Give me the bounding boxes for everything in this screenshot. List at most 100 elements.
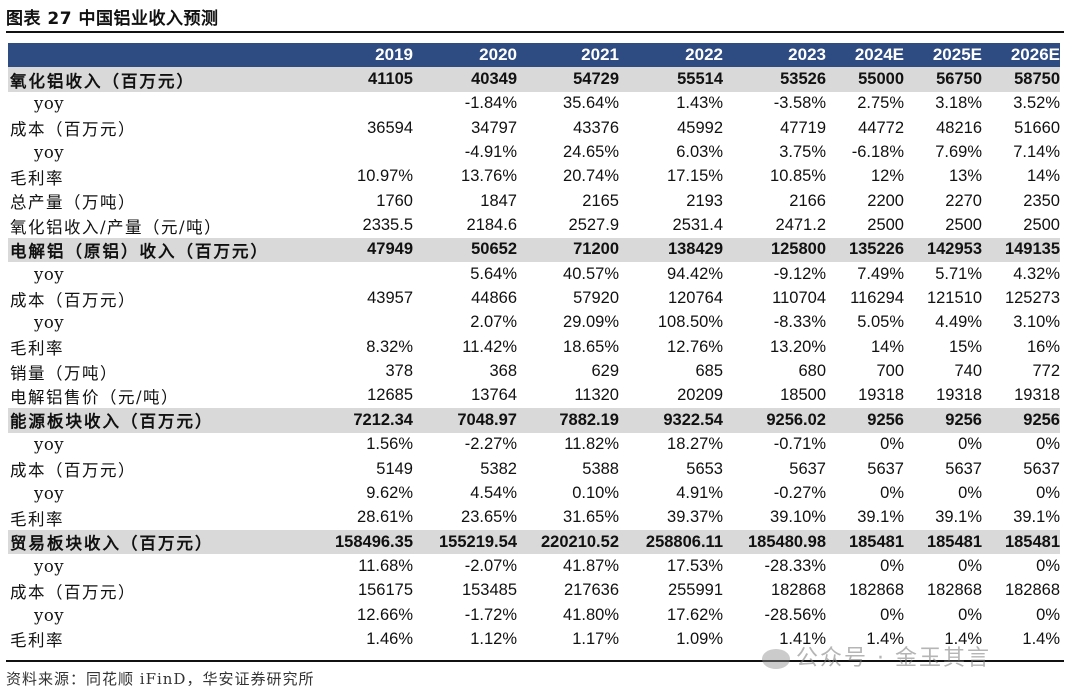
- table-cell: 29.09%: [563, 313, 619, 332]
- row-label: yoy: [34, 264, 65, 284]
- table-row: yoy 9.62% 4.54% 0.10% 4.91% -0.27% 0% 0% 0%: [8, 481, 1060, 505]
- table-cell: 55514: [619, 67, 723, 92]
- table-cell: 7.49%: [857, 264, 904, 283]
- row-label: 毛利率: [10, 509, 64, 529]
- table-cell: 39.10%: [770, 508, 826, 527]
- table-cell: 2471.2: [775, 216, 826, 235]
- table-row: 电解铝售价（元/吨） 12685 13764 11320 20209 18500 19318…: [8, 384, 1060, 408]
- table-cell: [263, 92, 413, 116]
- table-cell: 53526: [723, 67, 826, 92]
- table-cell: 2165: [582, 191, 619, 210]
- table-cell: 15%: [948, 337, 982, 356]
- table-cell: 5.64%: [470, 264, 517, 283]
- table-row: 毛利率 1.46% 1.12% 1.17% 1.09% 1.41% 1.4% 1.4% 1.4%: [8, 627, 1060, 651]
- table-cell: 0%: [880, 483, 904, 502]
- table-cell: 1.56%: [366, 435, 413, 454]
- table-row: 销量（万吨） 378 368 629 685 680 700 740 772: [8, 359, 1060, 383]
- table-cell: -4.91%: [464, 143, 517, 162]
- table-cell: 182868: [926, 581, 982, 600]
- table-cell: 740: [954, 362, 982, 381]
- table-cell: 9.62%: [366, 483, 413, 502]
- table-cell: [263, 311, 413, 335]
- table-cell: 368: [489, 362, 517, 381]
- table-cell: 36594: [367, 118, 413, 137]
- table-cell: 35.64%: [563, 94, 619, 113]
- row-label: yoy: [34, 435, 65, 455]
- table-cell: 7.69%: [935, 143, 982, 162]
- table-cell: 1847: [480, 191, 517, 210]
- table-cell: 255991: [667, 581, 723, 600]
- table-cell: 258806.11: [619, 529, 723, 555]
- table-cell: 41.80%: [563, 605, 619, 624]
- table-row: 成本（百万元） 5149 5382 5388 5653 5637 5637 5637 5637: [8, 457, 1060, 481]
- table-cell: 17.15%: [667, 167, 723, 186]
- table-cell: 2200: [867, 191, 904, 210]
- watermark-text: 公众号 · 金玉其言: [796, 646, 991, 671]
- table-cell: 5637: [867, 459, 904, 478]
- header-cell: [8, 43, 263, 68]
- table-row: yoy -4.91% 24.65% 6.03% 3.75% -6.18% 7.69% 7.14…: [8, 140, 1060, 164]
- table-row: 成本（百万元） 43957 44866 57920 120764 110704 116294…: [8, 286, 1060, 310]
- table-cell: 629: [591, 362, 619, 381]
- bottom-rule: [6, 660, 1064, 662]
- table-cell: 3.75%: [779, 143, 826, 162]
- row-label: 能源板块收入（百万元）: [8, 408, 263, 433]
- table-cell: 9256: [826, 408, 904, 433]
- table-cell: 9256: [904, 408, 982, 433]
- table-cell: 138429: [619, 237, 723, 263]
- table-cell: [263, 140, 413, 164]
- table-cell: 772: [1032, 362, 1060, 381]
- table-cell: 125800: [723, 237, 826, 263]
- table-cell: 680: [798, 362, 826, 381]
- table-cell: 1.09%: [676, 629, 723, 648]
- table-cell: 39.1%: [935, 508, 982, 527]
- table-cell: 10.85%: [770, 167, 826, 186]
- forecast-table: 2019 2020 2021 2022 2023 2024E 2025E 202…: [8, 43, 1060, 652]
- table-cell: 0%: [1036, 483, 1060, 502]
- row-label: 成本（百万元）: [10, 582, 136, 602]
- section-row: 电解铝（原铝）收入（百万元） 47949 50652 71200 138429 12580…: [8, 237, 1060, 263]
- table-cell: 685: [695, 362, 723, 381]
- table-cell: 39.1%: [1013, 508, 1060, 527]
- table-cell: 2500: [867, 216, 904, 235]
- table-cell: 14%: [1026, 167, 1060, 186]
- table-cell: 2.07%: [470, 313, 517, 332]
- row-label: 氧化铝收入/产量（元/吨）: [10, 217, 223, 237]
- table-cell: 0%: [958, 605, 982, 624]
- table-cell: 4.54%: [470, 483, 517, 502]
- table-cell: 2166: [789, 191, 826, 210]
- header-cell: 2020: [413, 43, 517, 68]
- table-cell: 2193: [686, 191, 723, 210]
- section-row: 氧化铝收入（百万元） 41105 40349 54729 55514 53526 55000…: [8, 67, 1060, 92]
- table-cell: 23.65%: [461, 508, 517, 527]
- watermark: 公众号 · 金玉其言: [762, 640, 991, 672]
- table-cell: 5.05%: [857, 313, 904, 332]
- table-cell: 125273: [1004, 289, 1060, 308]
- table-cell: -3.58%: [773, 94, 826, 113]
- table-row: yoy 12.66% -1.72% 41.80% 17.62% -28.56% 0% 0% 0%: [8, 603, 1060, 627]
- table-cell: 2270: [945, 191, 982, 210]
- table-cell: 0%: [1036, 556, 1060, 575]
- table-cell: 185480.98: [723, 529, 826, 555]
- table-cell: 13.20%: [770, 337, 826, 356]
- table-cell: 8.32%: [366, 337, 413, 356]
- table-row: 毛利率 28.61% 23.65% 31.65% 39.37% 39.10% 39.1% 39…: [8, 506, 1060, 530]
- table-cell: 58750: [982, 67, 1060, 92]
- table-cell: 2335.5: [362, 216, 413, 235]
- section-row: 能源板块收入（百万元） 7212.34 7048.97 7882.19 9322.54 9…: [8, 408, 1060, 433]
- table-cell: -6.18%: [851, 143, 904, 162]
- table-cell: 2350: [1023, 191, 1060, 210]
- table-cell: 12.76%: [667, 337, 723, 356]
- source-note: 资料来源：同花顺 iFinD，华安证券研究所: [6, 670, 315, 688]
- table-cell: 4.91%: [676, 483, 723, 502]
- table-row: yoy 5.64% 40.57% 94.42% -9.12% 7.49% 5.71% 4.32…: [8, 262, 1060, 286]
- table-cell: 9322.54: [619, 408, 723, 433]
- table-cell: 5637: [1023, 459, 1060, 478]
- table-cell: 44866: [471, 289, 517, 308]
- table-cell: 5149: [376, 459, 413, 478]
- row-label: yoy: [34, 605, 65, 625]
- table-cell: 18.65%: [563, 337, 619, 356]
- table-cell: 9256.02: [723, 408, 826, 433]
- table-cell: 47719: [780, 118, 826, 137]
- table-row: 成本（百万元） 156175 153485 217636 255991 182868 182…: [8, 579, 1060, 603]
